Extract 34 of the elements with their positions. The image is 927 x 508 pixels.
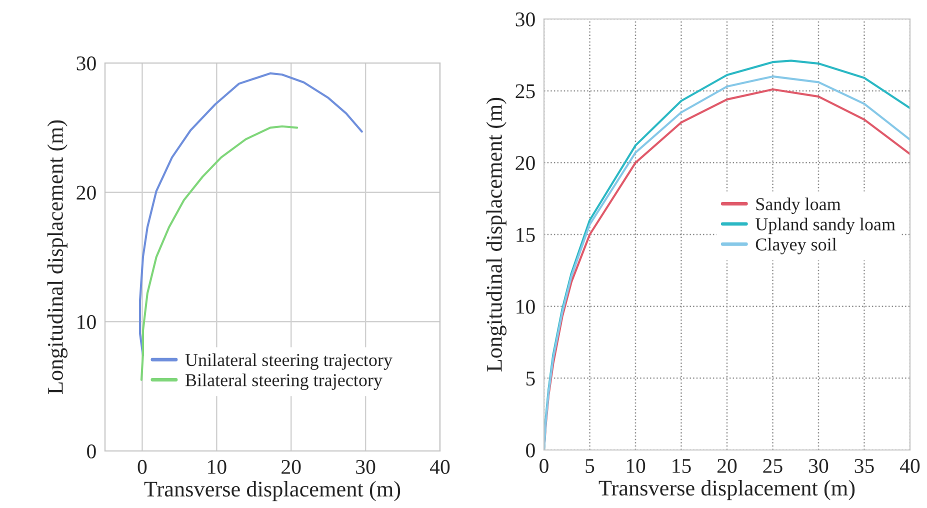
legend-label: Sandy loam xyxy=(756,198,841,214)
x-tick-label: 25 xyxy=(763,458,782,473)
x-tick-label: 10 xyxy=(208,460,226,474)
x-tick-label: 35 xyxy=(854,458,874,473)
legend-label: Clayey soil xyxy=(756,238,837,254)
y-tick-label: 30 xyxy=(516,12,535,26)
y-tick-label: 25 xyxy=(516,84,535,98)
y-tick-label: 0 xyxy=(526,443,535,458)
y-tick-label: 15 xyxy=(516,228,535,242)
x-tick-label: 15 xyxy=(672,459,691,473)
legend-label: Unilateral steering trajectory xyxy=(185,353,392,370)
x-axis-title: Transverse displacement (m) xyxy=(144,481,400,502)
y-tick-label: 20 xyxy=(516,156,535,170)
y-tick-label: 10 xyxy=(78,315,96,330)
y-tick-label: 5 xyxy=(526,372,535,386)
y-tick-label: 30 xyxy=(76,56,96,70)
y-tick-label: 20 xyxy=(76,186,96,200)
y-axis-title: Longitudinal displacement (m) xyxy=(47,120,68,394)
x-tick-label: 0 xyxy=(138,460,147,474)
y-tick-label: 10 xyxy=(516,300,535,314)
x-axis-title: Transverse displacement (m) xyxy=(598,480,855,500)
x-tick-label: 40 xyxy=(900,458,920,473)
x-tick-label: 20 xyxy=(282,460,301,474)
x-tick-label: 10 xyxy=(626,458,646,473)
x-tick-label: 20 xyxy=(718,458,737,473)
x-tick-label: 5 xyxy=(586,459,594,473)
y-tick-label: 0 xyxy=(87,444,96,458)
y-axis-title: Longitudinal displacement (m) xyxy=(486,98,506,372)
x-tick-label: 30 xyxy=(356,460,376,474)
x-tick-label: 40 xyxy=(430,460,450,474)
x-tick-label: 0 xyxy=(540,458,548,473)
legend-label: Bilateral steering trajectory xyxy=(185,374,382,390)
x-tick-label: 30 xyxy=(809,458,828,473)
legend-label: Upland sandy loam xyxy=(756,218,896,234)
